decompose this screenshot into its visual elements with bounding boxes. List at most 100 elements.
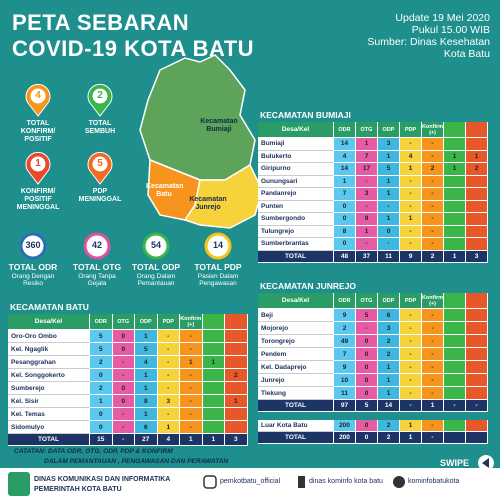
table-cell: 10	[334, 374, 356, 387]
row-name: Sumberejo	[8, 382, 90, 395]
table-cell: -	[400, 238, 422, 251]
table-cell	[444, 200, 466, 213]
table-cell	[202, 408, 225, 421]
row-name: Bumiaji	[258, 138, 334, 151]
map-bumiaji	[139, 54, 256, 181]
header-cell	[444, 293, 466, 309]
info: Sumber: Dinas Kesehatan	[367, 36, 490, 48]
table-cell: 3	[378, 322, 400, 335]
header-cell: ODP	[378, 293, 400, 309]
table-cell: 1	[334, 175, 356, 188]
pin-inner	[92, 88, 108, 104]
pin-inner	[30, 156, 46, 172]
table-cell: -	[422, 322, 444, 335]
table-cell: -	[112, 356, 135, 369]
table-cell: -	[422, 348, 444, 361]
table-cell: 0	[112, 382, 135, 395]
row-name: Mojorejo	[258, 322, 334, 335]
table-cell: -	[422, 200, 444, 213]
table-cell	[444, 335, 466, 348]
table-cell: 0	[90, 369, 113, 382]
header-cell: ODR	[334, 293, 356, 309]
table-cell: 1	[378, 361, 400, 374]
header-cell	[225, 314, 248, 330]
map-label: Kecamatan Junrejo	[189, 196, 227, 211]
table-cell: -	[422, 361, 444, 374]
row-name: Pandanrejo	[258, 188, 334, 201]
map-label: Kecamatan Bumiaji	[200, 118, 238, 133]
table-cell: 2	[90, 382, 113, 395]
row-name: Beji	[258, 309, 334, 322]
table-cell: -	[157, 408, 180, 421]
table-cell: 11	[378, 250, 400, 263]
stat-circle	[142, 232, 170, 260]
table-cell: 2	[90, 356, 113, 369]
table-cell: 1	[135, 408, 158, 421]
table-cell	[444, 420, 466, 432]
table-cell	[466, 188, 488, 201]
row-name: Sumbergondo	[258, 213, 334, 226]
table-cell: -	[356, 238, 378, 251]
stat-sub: Orang Dalam Pemantauan	[136, 273, 176, 287]
table-cell: 0	[356, 374, 378, 387]
table-cell	[202, 382, 225, 395]
table-cell: 9	[334, 361, 356, 374]
header-cell: Desa/Kel	[8, 314, 90, 330]
row-name: Kel. Ngaglik	[8, 343, 90, 356]
table-cell: 1	[400, 432, 422, 444]
org: DINAS KOMUNIKASI DAN INFORMATIKA	[34, 476, 171, 483]
table-cell: 0	[112, 343, 135, 356]
table-cell: 1	[378, 150, 400, 163]
table-cell: 1	[225, 395, 248, 408]
table-cell: 1	[180, 356, 203, 369]
row-name: Luar Kota Batu	[258, 420, 334, 432]
table-cell: -	[378, 238, 400, 251]
table-cell	[466, 361, 488, 374]
table-cell: 2	[378, 348, 400, 361]
header-cell: Desa/Kel	[258, 122, 334, 138]
table-cell: 1	[378, 213, 400, 226]
table-cell: 1	[378, 374, 400, 387]
table-cell: -	[112, 421, 135, 434]
table-cell: 0	[90, 408, 113, 421]
table-cell: -	[180, 382, 203, 395]
table-cell: 1	[135, 330, 158, 343]
table-cell: -	[180, 395, 203, 408]
table-cell	[444, 432, 466, 444]
table-cell	[466, 387, 488, 400]
table-cell	[444, 322, 466, 335]
header-cell: ODP	[135, 314, 158, 330]
table-cell: -	[422, 432, 444, 444]
table-cell	[225, 356, 248, 369]
table-cell: -	[400, 374, 422, 387]
table-cell: 5	[356, 309, 378, 322]
table-cell: 1	[444, 163, 466, 176]
stat-label: TOTAL OTG	[72, 262, 122, 272]
header-cell: OTG	[356, 293, 378, 309]
row-name: Sumberbrantas	[258, 238, 334, 251]
table-cell	[225, 421, 248, 434]
table-cell: 37	[356, 250, 378, 263]
row-name: TOTAL	[258, 250, 334, 263]
table-cell: -	[422, 238, 444, 251]
table-cell: 2	[378, 335, 400, 348]
instagram: pemkotbatu_official	[220, 478, 281, 485]
stat-circle	[83, 232, 111, 260]
table-cell: 6	[135, 421, 158, 434]
table-cell: 3	[378, 138, 400, 151]
row-name: TOTAL	[8, 434, 90, 446]
table-cell	[466, 200, 488, 213]
stat-value: 42	[91, 240, 102, 250]
table-cell: 5	[90, 330, 113, 343]
table-cell: 15	[90, 434, 113, 446]
row-name: Punten	[258, 200, 334, 213]
table-cell	[466, 309, 488, 322]
table-cell: 2	[378, 432, 400, 444]
header-cell	[466, 122, 488, 138]
swipe: SWIPE	[440, 458, 470, 468]
table-cell: -	[180, 330, 203, 343]
table-cell: 1	[466, 150, 488, 163]
table-cell: -	[400, 200, 422, 213]
table-cell	[444, 138, 466, 151]
note: CATATAN: DATA ODR, OTG, ODP, PDP & KONFI…	[14, 448, 173, 455]
